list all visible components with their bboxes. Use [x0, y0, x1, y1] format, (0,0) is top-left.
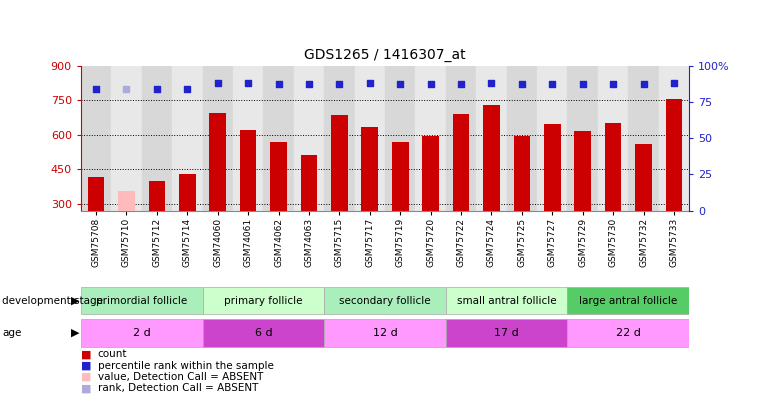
- Point: [577, 81, 589, 88]
- Point: [120, 85, 132, 92]
- Bar: [628, 66, 658, 211]
- Point: [546, 81, 558, 88]
- Bar: [81, 66, 111, 211]
- Text: 22 d: 22 d: [616, 328, 641, 338]
- Point: [212, 80, 224, 86]
- Bar: [604, 123, 621, 211]
- Text: value, Detection Call = ABSENT: value, Detection Call = ABSENT: [98, 372, 263, 382]
- Bar: [385, 66, 416, 211]
- Point: [363, 80, 376, 86]
- Text: ▶: ▶: [71, 328, 79, 338]
- Point: [516, 81, 528, 88]
- Bar: [567, 66, 598, 211]
- Bar: [324, 320, 446, 347]
- Bar: [507, 66, 537, 211]
- Text: ■: ■: [81, 372, 92, 382]
- Bar: [574, 131, 591, 211]
- Bar: [142, 66, 172, 211]
- Point: [394, 81, 407, 88]
- Bar: [476, 66, 507, 211]
- Bar: [233, 66, 263, 211]
- Bar: [300, 156, 317, 211]
- Text: count: count: [98, 350, 127, 359]
- Bar: [446, 66, 476, 211]
- Bar: [567, 320, 689, 347]
- Point: [424, 81, 437, 88]
- Bar: [239, 130, 256, 211]
- Text: 2 d: 2 d: [132, 328, 151, 338]
- Point: [242, 80, 254, 86]
- Text: ■: ■: [81, 350, 92, 359]
- Bar: [544, 124, 561, 211]
- Point: [455, 81, 467, 88]
- Point: [273, 81, 285, 88]
- Text: development stage: development stage: [2, 296, 103, 306]
- Bar: [453, 114, 470, 211]
- Bar: [354, 66, 385, 211]
- Bar: [598, 66, 628, 211]
- Text: ▶: ▶: [71, 296, 79, 306]
- Point: [638, 81, 650, 88]
- Text: rank, Detection Call = ABSENT: rank, Detection Call = ABSENT: [98, 384, 258, 393]
- Bar: [331, 115, 348, 211]
- Bar: [270, 142, 287, 211]
- Bar: [111, 66, 142, 211]
- Bar: [361, 127, 378, 211]
- Point: [333, 81, 346, 88]
- Bar: [203, 287, 324, 314]
- Bar: [203, 320, 324, 347]
- Bar: [446, 287, 567, 314]
- Bar: [179, 174, 196, 211]
- Bar: [88, 177, 105, 211]
- Bar: [446, 320, 567, 347]
- Text: ■: ■: [81, 384, 92, 393]
- Bar: [514, 136, 531, 211]
- Bar: [537, 66, 567, 211]
- Text: 6 d: 6 d: [255, 328, 272, 338]
- Text: secondary follicle: secondary follicle: [340, 296, 430, 306]
- Bar: [209, 113, 226, 211]
- Bar: [294, 66, 324, 211]
- Bar: [392, 142, 409, 211]
- Text: small antral follicle: small antral follicle: [457, 296, 557, 306]
- Point: [485, 80, 497, 86]
- Bar: [665, 99, 682, 211]
- Text: primordial follicle: primordial follicle: [96, 296, 187, 306]
- Title: GDS1265 / 1416307_at: GDS1265 / 1416307_at: [304, 48, 466, 62]
- Text: large antral follicle: large antral follicle: [579, 296, 678, 306]
- Text: 17 d: 17 d: [494, 328, 519, 338]
- Bar: [149, 181, 166, 211]
- Bar: [324, 66, 354, 211]
- Bar: [263, 66, 294, 211]
- Bar: [203, 66, 233, 211]
- Bar: [172, 66, 203, 211]
- Point: [607, 81, 619, 88]
- Point: [181, 85, 193, 92]
- Point: [151, 85, 163, 92]
- Bar: [659, 66, 689, 211]
- Bar: [416, 66, 446, 211]
- Point: [303, 81, 315, 88]
- Bar: [81, 287, 203, 314]
- Point: [90, 85, 102, 92]
- Bar: [422, 136, 439, 211]
- Text: primary follicle: primary follicle: [224, 296, 303, 306]
- Text: percentile rank within the sample: percentile rank within the sample: [98, 361, 273, 371]
- Bar: [324, 287, 446, 314]
- Bar: [635, 144, 652, 211]
- Text: 12 d: 12 d: [373, 328, 397, 338]
- Bar: [567, 287, 689, 314]
- Bar: [81, 320, 203, 347]
- Bar: [483, 105, 500, 211]
- Text: ■: ■: [81, 361, 92, 371]
- Point: [668, 80, 680, 86]
- Bar: [118, 191, 135, 211]
- Text: age: age: [2, 328, 22, 338]
